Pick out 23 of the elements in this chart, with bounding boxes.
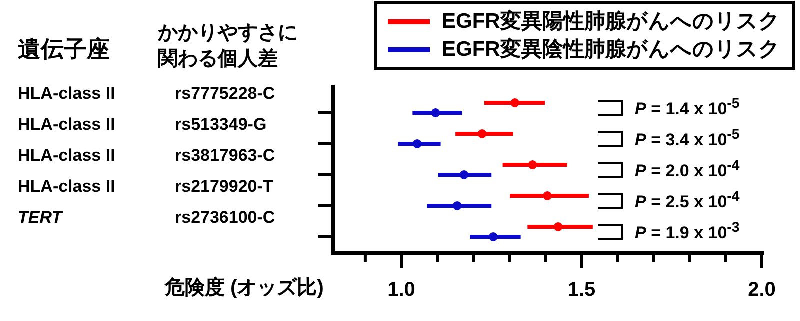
y-axis-title: かかりやすさに関わる個人差 — [158, 21, 299, 72]
text: TERT — [18, 208, 62, 227]
legend-label: EGFR変異陰性肺腺がんへのリスク — [442, 38, 780, 61]
x-axis-title: 危険度 (オッズ比) — [165, 277, 324, 299]
annotation: P = 1.9 x 10$^{-3}$ — [635, 220, 740, 243]
text: HLA-class II — [18, 177, 116, 196]
y-tick-label: rs2736100-C — [175, 208, 276, 227]
legend-label: EGFR変異陽性肺腺がんへのリスク — [442, 10, 780, 33]
x-tick-label: 2.0 — [748, 279, 776, 301]
x-tick-label: 1.0 — [388, 279, 416, 301]
y-tick-label: rs3817963-C — [175, 146, 276, 165]
x-tick-label: 1.5 — [568, 279, 596, 301]
y-tick-label: rs513349-G — [175, 115, 267, 134]
text: HLA-class II — [18, 84, 116, 103]
text: 遺伝子座 — [18, 36, 110, 62]
annotation: P = 1.4 x 10$^{-5}$ — [635, 96, 740, 119]
annotation: P = 2.5 x 10$^{-4}$ — [635, 189, 740, 212]
y-tick-label: rs2179920-T — [175, 177, 274, 196]
annotation: P = 2.0 x 10$^{-4}$ — [635, 158, 740, 181]
text: HLA-class II — [18, 115, 116, 134]
annotation: P = 3.4 x 10$^{-5}$ — [635, 127, 740, 150]
text: HLA-class II — [18, 146, 116, 165]
y-tick-label: rs7775228-C — [175, 84, 276, 103]
